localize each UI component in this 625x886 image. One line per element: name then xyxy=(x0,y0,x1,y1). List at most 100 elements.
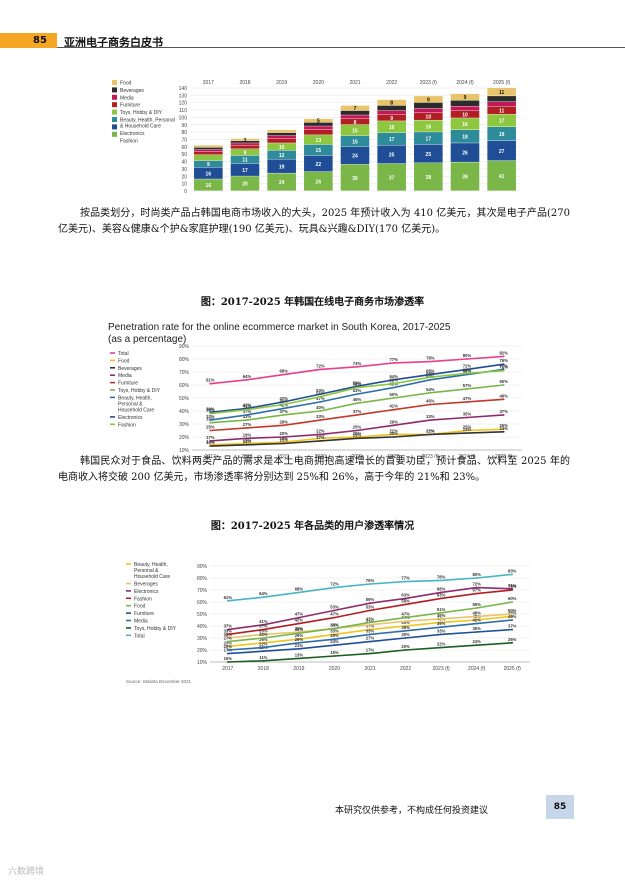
y-tick-label: 40 xyxy=(181,160,187,166)
y-tick-label: 140 xyxy=(179,86,188,92)
data-point xyxy=(429,360,432,363)
bar-segment xyxy=(304,171,333,191)
data-point xyxy=(404,629,407,632)
y-tick-label: 80 xyxy=(181,130,187,136)
data-point xyxy=(356,414,358,416)
data-label: 16 xyxy=(462,122,468,128)
data-label: 71% xyxy=(499,365,508,370)
bar-segment xyxy=(487,126,516,141)
data-point xyxy=(226,661,229,663)
legend-swatch xyxy=(112,87,117,93)
data-label: 30% xyxy=(401,632,410,637)
data-label: 27% xyxy=(243,422,252,427)
data-point xyxy=(511,615,514,618)
data-label: 25% xyxy=(463,425,472,430)
data-label: 22% xyxy=(426,428,435,433)
data-label: 24% xyxy=(472,639,481,644)
data-label: 33% xyxy=(259,628,268,633)
data-point xyxy=(297,647,300,650)
data-label: 37 xyxy=(389,175,395,181)
x-tick-label: 2020 xyxy=(313,80,324,86)
data-point xyxy=(440,597,443,600)
data-label: 17 xyxy=(242,168,248,174)
y-tick-label: 100 xyxy=(179,115,188,121)
data-point xyxy=(511,641,514,644)
bar-segment xyxy=(267,132,296,136)
bar-segment xyxy=(377,163,406,191)
x-tick-label: 2023 (f) xyxy=(420,80,438,86)
bar-segment xyxy=(487,101,516,106)
paragraph-food-beverage: 韩国民众对于食品、饮料两类产品的需求是本土电商拥抱高速增长的首要功臣，预计食品、… xyxy=(58,456,570,483)
bar-segment xyxy=(377,110,406,115)
legend-label: Furniture xyxy=(118,381,138,387)
data-point xyxy=(475,631,478,633)
data-point xyxy=(356,402,358,405)
data-point xyxy=(246,414,248,416)
data-label: 39 xyxy=(462,175,468,181)
bar-segment xyxy=(450,162,480,191)
bar-segment xyxy=(267,138,296,143)
data-point xyxy=(511,573,514,576)
x-tick-label: 2025 (f) xyxy=(504,666,522,672)
data-point xyxy=(392,424,395,427)
legend-label: Media xyxy=(120,95,134,101)
bar-segment xyxy=(304,135,333,145)
bar-segment xyxy=(450,143,480,162)
data-point xyxy=(404,603,407,606)
data-point xyxy=(475,615,478,618)
data-point xyxy=(475,622,478,625)
x-tick-label: 2025 (f) xyxy=(495,454,513,458)
data-point xyxy=(511,628,514,631)
legend-label: Beverages xyxy=(118,366,142,372)
data-point xyxy=(319,419,322,421)
bar-segment xyxy=(304,129,333,135)
y-tick-label: 70 xyxy=(181,138,187,144)
data-label: 26% xyxy=(508,637,517,642)
data-label: 39% xyxy=(437,621,446,626)
bar-segment xyxy=(230,149,260,156)
data-point xyxy=(392,378,395,381)
data-point xyxy=(404,649,407,651)
data-point xyxy=(356,386,358,389)
data-point xyxy=(282,403,285,406)
legend-label: Total xyxy=(118,351,129,357)
data-point xyxy=(511,613,514,615)
bar-segment xyxy=(194,147,223,150)
data-point xyxy=(333,586,336,589)
x-tick-label: 2017 xyxy=(222,666,233,672)
data-label: 10% xyxy=(224,656,233,661)
data-point xyxy=(333,638,336,641)
data-label: 37% xyxy=(508,624,517,629)
data-label: 8 xyxy=(354,120,357,126)
data-label: 41% xyxy=(243,404,252,409)
x-tick-label: 2021 xyxy=(349,80,360,86)
data-point xyxy=(262,633,265,636)
data-label: 68% xyxy=(279,369,288,374)
data-label: 5 xyxy=(317,119,320,125)
legend-label: Toys, Hobby & DIY xyxy=(120,110,163,116)
data-label: 68% xyxy=(295,586,304,591)
figure-title-penetration: 图：2017-2025 年韩国在线电子商务市场渗透率 xyxy=(200,297,425,308)
legend-swatch xyxy=(112,80,117,85)
legend-label: Fashion xyxy=(118,422,136,428)
y-tick-label: 50 xyxy=(181,152,187,158)
bar-segment xyxy=(377,114,406,121)
data-label: 63% xyxy=(437,592,446,597)
bar-segment xyxy=(450,106,480,111)
data-label: 53% xyxy=(366,604,375,609)
y-tick-label: 130 xyxy=(179,93,188,99)
data-point xyxy=(502,369,505,372)
data-label: 26 xyxy=(316,179,322,185)
legend-label: Toys, Hobby & DIY xyxy=(134,626,177,632)
data-point xyxy=(297,641,300,644)
legend-swatch xyxy=(112,102,117,108)
bar-segment xyxy=(194,179,223,191)
x-tick-label: 2022 xyxy=(388,454,399,458)
data-label: 25 xyxy=(389,153,395,159)
bar-segment xyxy=(304,155,333,172)
data-label: 68% xyxy=(463,369,472,374)
data-point xyxy=(429,373,432,376)
data-point xyxy=(282,407,285,410)
data-label: 17 xyxy=(389,137,395,143)
data-point xyxy=(262,623,265,626)
